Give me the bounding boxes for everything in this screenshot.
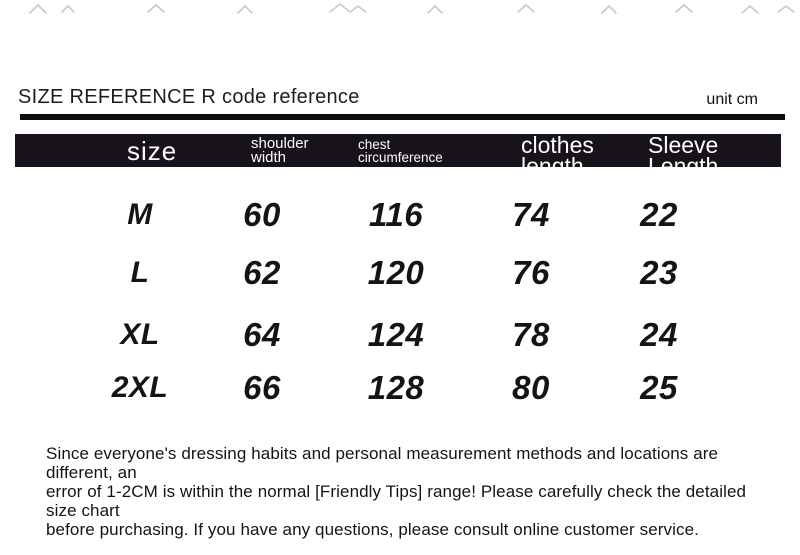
- table-row: 2XL 66 128 80 25: [0, 368, 800, 408]
- shoulder-width-value: 66: [243, 369, 281, 406]
- table-header-bar: size shoulder width chest circumference …: [15, 134, 781, 167]
- size-value: 2XL: [111, 371, 169, 404]
- chest-circumference-value: 116: [368, 196, 424, 233]
- shoulder-width-value: 62: [243, 254, 281, 291]
- clothes-length-value: 74: [512, 196, 550, 233]
- sleeve-length-value: 24: [640, 316, 678, 353]
- friendly-tips-line: before purchasing. If you have any quest…: [46, 520, 699, 539]
- size-value: L: [130, 256, 150, 289]
- size-value: XL: [120, 318, 160, 351]
- page-title: SIZE REFERENCE R code reference: [18, 86, 360, 108]
- sleeve-length-value: 25: [640, 369, 678, 406]
- chest-circumference-value: 124: [367, 316, 425, 353]
- column-header-size: size: [127, 136, 178, 166]
- friendly-tips-line: Since everyone's dressing habits and per…: [46, 444, 719, 482]
- sleeve-length-value: 22: [640, 196, 678, 233]
- column-header-sleeve-length: Sleeve Length: [648, 134, 719, 167]
- size-value: M: [127, 198, 153, 231]
- divider-rule: [20, 114, 785, 120]
- shoulder-width-value: 60: [243, 196, 281, 233]
- sleeve-length-value: 23: [640, 254, 678, 291]
- clothes-length-value: 78: [512, 316, 550, 353]
- chest-circumference-value: 120: [367, 254, 425, 291]
- table-row: L 62 120 76 23: [0, 253, 800, 293]
- table-row: XL 64 124 78 24: [0, 315, 800, 355]
- clothes-length-value: 80: [512, 369, 550, 406]
- size-table: M 60 116 74 22 L 62 120 76 23 XL 64 124 …: [0, 195, 800, 408]
- column-header-chest-circumference: chest circumference: [358, 137, 443, 165]
- unit-label: unit cm: [706, 91, 758, 108]
- clothes-length-value: 76: [512, 254, 550, 291]
- friendly-tips-line: error of 1-2CM is within the normal [Fri…: [46, 482, 747, 520]
- shoulder-width-value: 64: [243, 316, 281, 353]
- table-row: M 60 116 74 22: [0, 195, 800, 235]
- friendly-tips-note: Since everyone's dressing habits and per…: [46, 444, 762, 539]
- torn-edge-marks: [29, 2, 795, 14]
- column-header-shoulder-width: shoulder width: [251, 135, 309, 166]
- chest-circumference-value: 128: [367, 369, 425, 406]
- column-header-clothes-length: clothes length: [521, 134, 594, 167]
